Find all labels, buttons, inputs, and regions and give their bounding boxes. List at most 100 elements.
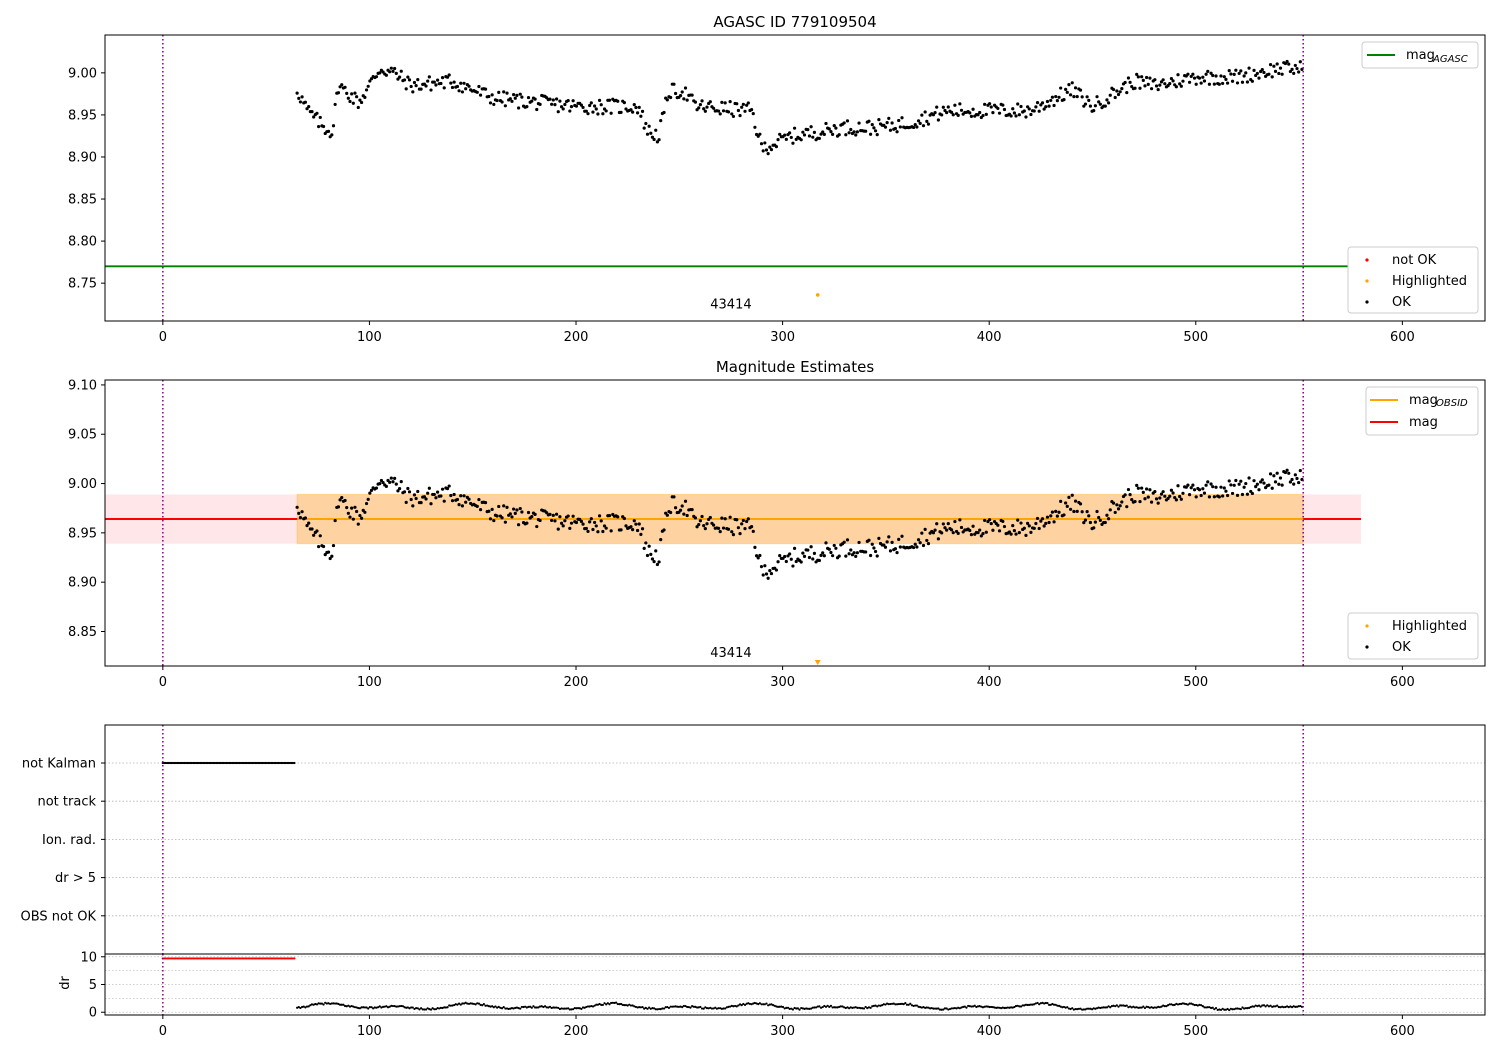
dr-ok-point-219 <box>657 1007 661 1011</box>
dr-ok-point-210 <box>643 1007 646 1010</box>
ok-point-19 <box>326 129 331 133</box>
dr-ok-point-474 <box>1079 1007 1082 1010</box>
ok-point-386 <box>933 110 937 115</box>
dr-ok-point-296 <box>785 1006 788 1009</box>
ok-point-600 <box>1287 471 1291 475</box>
ok-point-295 <box>783 133 787 137</box>
ok-point-199 <box>624 524 628 528</box>
ok-point-232 <box>678 94 683 98</box>
ok-point-32 <box>348 515 352 519</box>
ok-point-605 <box>1295 66 1299 71</box>
dr-ok-point-112 <box>481 1004 484 1007</box>
dr-ok-point-130 <box>510 1007 514 1010</box>
dr-ok-point-355 <box>882 1003 885 1006</box>
ok-point-571 <box>1239 479 1243 483</box>
ok-point-593 <box>1275 471 1279 475</box>
dr-ok-point-301 <box>793 1006 796 1010</box>
ok-point-189 <box>607 514 612 518</box>
dr-ok-point-381 <box>925 1006 928 1009</box>
ok-point-602 <box>1290 477 1294 482</box>
ok-point-176 <box>586 529 590 534</box>
dr-ok-point-152 <box>547 1006 550 1009</box>
ok-point-453 <box>1044 521 1048 525</box>
ok-point-48 <box>374 486 379 490</box>
ok-point-474 <box>1078 88 1083 92</box>
dr-ok-point-505 <box>1130 1006 1133 1009</box>
p2-ytick-label-0: 8.85 <box>68 625 97 640</box>
ok-point-88 <box>440 487 445 491</box>
dr-ok-point-391 <box>942 1008 945 1011</box>
ok-point-596 <box>1280 72 1284 76</box>
dr-ok-point-283 <box>763 1003 766 1006</box>
ok-point-136 <box>520 95 524 99</box>
ok-point-222 <box>662 528 666 532</box>
ok-point-310 <box>807 134 812 138</box>
dr-ok-point-176 <box>586 1005 590 1008</box>
dr-ok-point-281 <box>760 1003 763 1006</box>
ok-point-525 <box>1163 494 1167 498</box>
ok-point-165 <box>568 109 572 113</box>
ok-point-153 <box>548 97 552 101</box>
dr-ok-point-470 <box>1072 1008 1075 1011</box>
ok-point-300 <box>791 564 795 568</box>
dr-ok-point-34 <box>352 1005 355 1008</box>
legend-ok: OK <box>1392 295 1411 310</box>
ok-point-382 <box>926 542 931 546</box>
ok-point-62 <box>397 486 402 491</box>
dr-ok-point-433 <box>1011 1006 1014 1009</box>
ok-point-158 <box>556 110 560 114</box>
ok-point-340 <box>857 540 861 545</box>
dr-ok-point-454 <box>1046 1002 1049 1005</box>
ok-point-216 <box>652 137 656 142</box>
dr-ok-point-289 <box>773 1004 776 1007</box>
dr-ok-point-443 <box>1028 1003 1031 1006</box>
ok-point-56 <box>388 70 392 74</box>
dr-ok-point-275 <box>750 1003 753 1006</box>
dr-ok-point-2 <box>299 1006 302 1010</box>
dr-ok-point-292 <box>778 1005 781 1008</box>
ok-point-546 <box>1197 488 1202 492</box>
dr-ok-point-245 <box>700 1007 704 1010</box>
dr-ok-point-596 <box>1281 1005 1284 1008</box>
ok-point-261 <box>726 110 731 114</box>
ok-point-133 <box>515 93 519 97</box>
ok-point-124 <box>500 516 504 520</box>
dr-ok-point-492 <box>1109 1006 1112 1009</box>
ok-point-266 <box>735 102 739 106</box>
dr-ok-point-494 <box>1112 1004 1115 1007</box>
ok-point-334 <box>847 552 851 556</box>
ok-point-69 <box>409 84 413 89</box>
dr-ok-point-206 <box>636 1006 639 1009</box>
ok-point-3 <box>300 95 304 99</box>
ok-point-276 <box>751 111 755 116</box>
ok-point-12 <box>315 529 319 533</box>
ok-point-447 <box>1034 105 1038 109</box>
ok-point-160 <box>559 521 564 525</box>
legend-highlighted: Highlighted <box>1392 274 1467 289</box>
ok-point-417 <box>984 530 988 534</box>
ok-point-165 <box>568 526 572 530</box>
ok-point-295 <box>783 554 787 559</box>
ok-point-32 <box>348 99 352 104</box>
dr-ok-point-127 <box>505 1007 509 1010</box>
ok-point-360 <box>890 121 894 125</box>
dr-ok-point-101 <box>462 1002 466 1005</box>
ok-point-34 <box>351 517 355 521</box>
dr-ok-point-410 <box>973 1004 976 1007</box>
ok-point-363 <box>895 550 899 555</box>
ok-point-264 <box>731 114 736 119</box>
p2-xtick-label-3: 300 <box>770 675 795 690</box>
ok-point-542 <box>1191 483 1195 487</box>
dr-ok-point-316 <box>818 1005 821 1008</box>
ok-point-530 <box>1171 79 1175 83</box>
dr-ok-point-503 <box>1127 1006 1130 1009</box>
ok-point-29 <box>343 498 347 503</box>
dr-ok-point-262 <box>729 1005 732 1008</box>
ok-point-185 <box>601 529 605 534</box>
ok-point-235 <box>683 86 688 90</box>
ok-point-508 <box>1135 483 1139 487</box>
dr-ok-point-114 <box>484 1004 487 1007</box>
ok-point-292 <box>778 554 782 558</box>
ok-point-217 <box>654 128 658 132</box>
